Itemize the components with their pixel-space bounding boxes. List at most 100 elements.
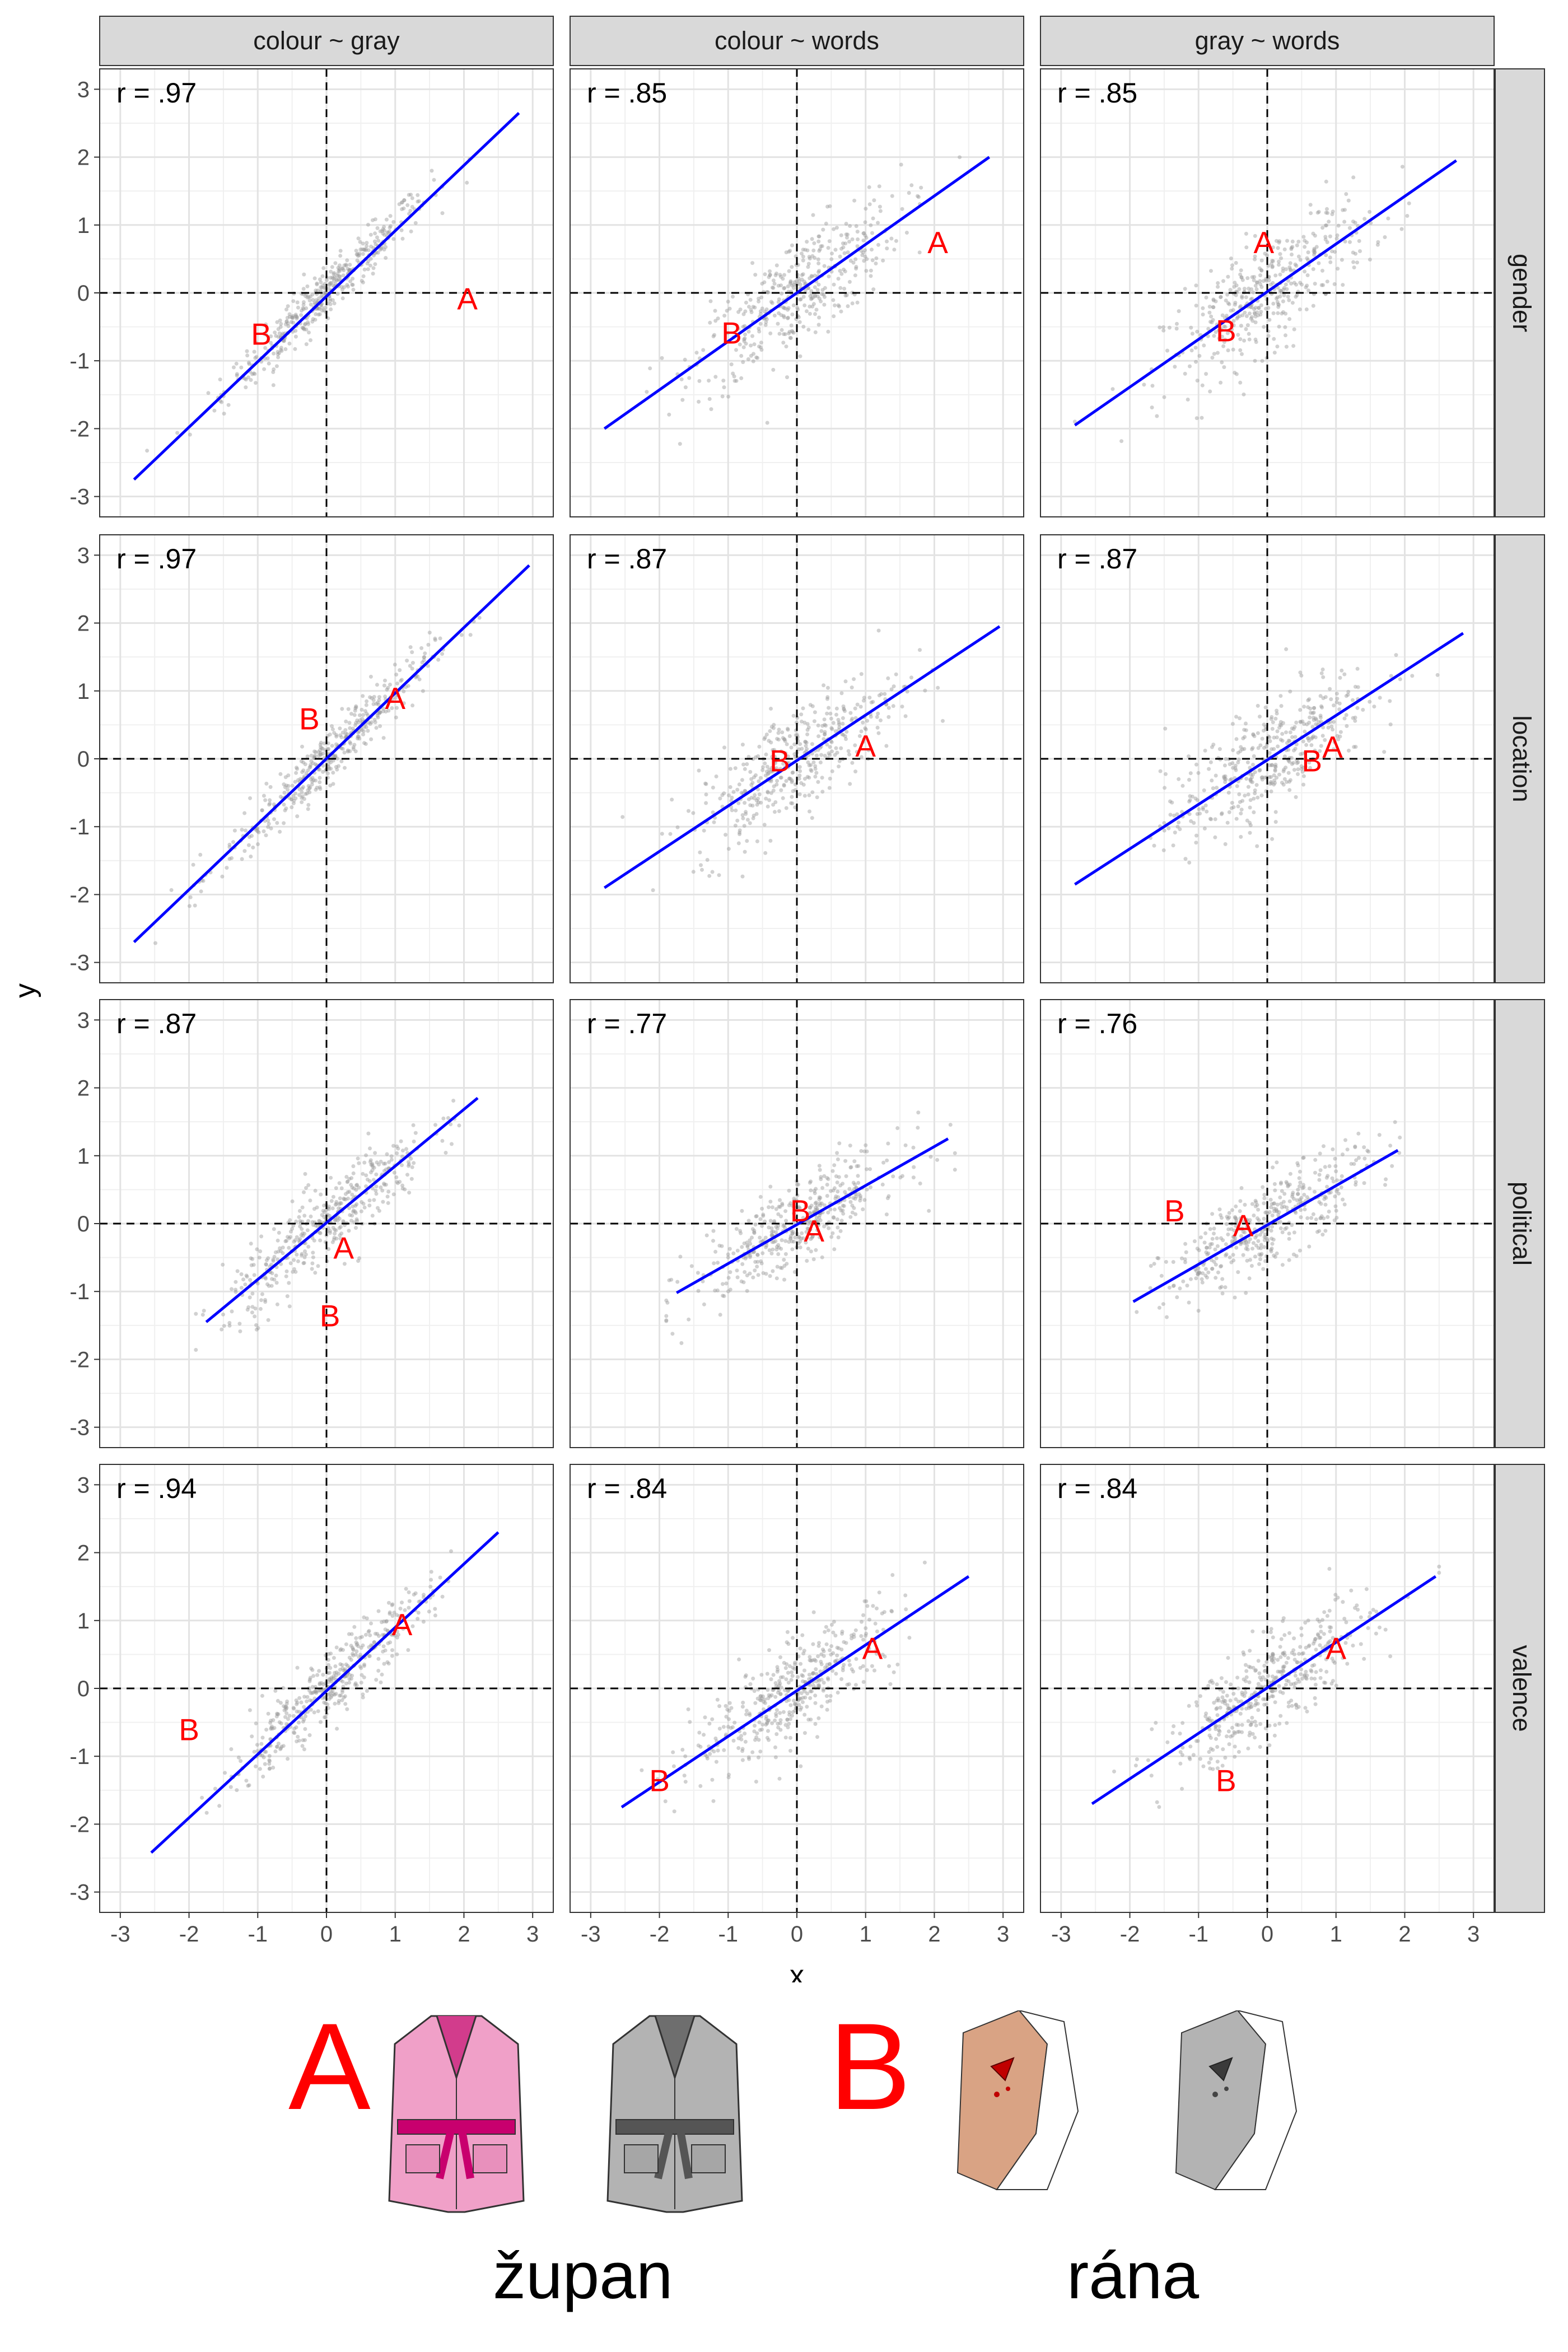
data-point <box>864 269 869 273</box>
data-point <box>1362 1156 1367 1161</box>
data-point <box>801 295 806 299</box>
data-point <box>354 705 358 710</box>
data-point <box>687 1317 691 1322</box>
data-point <box>746 329 751 334</box>
data-point <box>353 706 358 711</box>
data-point <box>1226 301 1230 305</box>
data-point <box>1256 313 1260 318</box>
data-point <box>337 1216 342 1221</box>
data-point <box>380 1620 384 1625</box>
data-point <box>331 1692 335 1696</box>
data-point <box>771 1229 776 1234</box>
data-point <box>1394 653 1398 657</box>
data-point <box>789 323 794 328</box>
data-point <box>305 1228 310 1233</box>
data-point <box>1227 302 1231 306</box>
y-tick-label: 1 <box>77 679 90 704</box>
data-point <box>351 1648 356 1652</box>
data-point <box>226 403 231 407</box>
data-point <box>843 734 847 739</box>
data-point <box>266 1318 270 1322</box>
data-point <box>851 1180 856 1185</box>
data-point <box>825 1183 829 1187</box>
data-point <box>765 421 769 425</box>
data-point <box>1269 789 1273 794</box>
data-point <box>743 801 747 805</box>
data-point <box>863 220 867 225</box>
data-point <box>320 285 324 290</box>
data-point <box>1270 781 1274 786</box>
stimulus-label-b: B <box>721 315 742 350</box>
data-point <box>265 356 270 361</box>
data-point <box>293 329 298 333</box>
data-point <box>749 783 754 787</box>
data-point <box>284 1269 289 1273</box>
data-point <box>293 1270 298 1274</box>
data-point <box>839 1677 844 1681</box>
data-point <box>290 797 294 801</box>
data-point <box>889 1609 894 1613</box>
data-point <box>679 377 684 381</box>
data-point <box>818 1669 823 1674</box>
data-point <box>1272 337 1276 341</box>
data-point <box>250 1734 254 1739</box>
data-point <box>1317 209 1321 214</box>
data-point <box>818 1168 822 1172</box>
data-point <box>347 1189 352 1194</box>
data-point <box>269 334 273 339</box>
data-point <box>356 736 360 741</box>
data-point <box>1212 1226 1216 1231</box>
data-point <box>1334 1189 1339 1193</box>
data-point <box>835 1180 839 1184</box>
data-point <box>262 794 266 798</box>
data-point <box>813 764 818 768</box>
data-point <box>250 1291 255 1296</box>
data-point <box>410 661 415 665</box>
data-point <box>830 1231 835 1235</box>
data-point <box>809 769 814 773</box>
data-point <box>407 1162 411 1166</box>
data-point <box>1231 1258 1236 1263</box>
data-point <box>1262 1201 1266 1206</box>
data-point <box>1287 1231 1291 1236</box>
data-point <box>703 781 708 786</box>
data-point <box>345 732 349 736</box>
data-point <box>1205 1245 1209 1250</box>
data-point <box>311 1690 316 1695</box>
data-point <box>751 359 755 363</box>
data-point <box>1308 203 1313 207</box>
data-point <box>266 825 270 829</box>
data-point <box>297 1710 301 1714</box>
data-point <box>748 297 753 302</box>
data-point <box>774 1276 779 1281</box>
data-point <box>859 1149 864 1153</box>
data-point <box>819 1652 824 1656</box>
data-point <box>1257 768 1262 773</box>
data-point <box>1336 1187 1340 1192</box>
data-point <box>273 330 277 335</box>
data-point <box>1271 311 1276 315</box>
data-point <box>773 810 777 814</box>
data-point <box>1247 1276 1252 1281</box>
data-point <box>299 759 304 763</box>
data-point <box>366 259 371 263</box>
data-point <box>286 784 291 788</box>
data-point <box>1327 1191 1331 1195</box>
data-point <box>1293 735 1298 739</box>
data-point <box>1245 760 1250 764</box>
data-point <box>320 1213 324 1217</box>
data-point <box>768 273 772 277</box>
data-point <box>339 1693 343 1698</box>
data-point <box>354 1217 359 1221</box>
data-point <box>904 231 909 235</box>
data-point <box>1388 722 1393 727</box>
data-point <box>820 288 825 292</box>
data-point <box>303 762 307 767</box>
data-point <box>1271 1238 1276 1242</box>
data-point <box>326 1226 330 1230</box>
data-point <box>1306 250 1310 255</box>
data-point <box>766 1696 771 1701</box>
data-point <box>395 1151 399 1155</box>
data-point <box>788 1236 793 1240</box>
data-point <box>1311 734 1315 739</box>
